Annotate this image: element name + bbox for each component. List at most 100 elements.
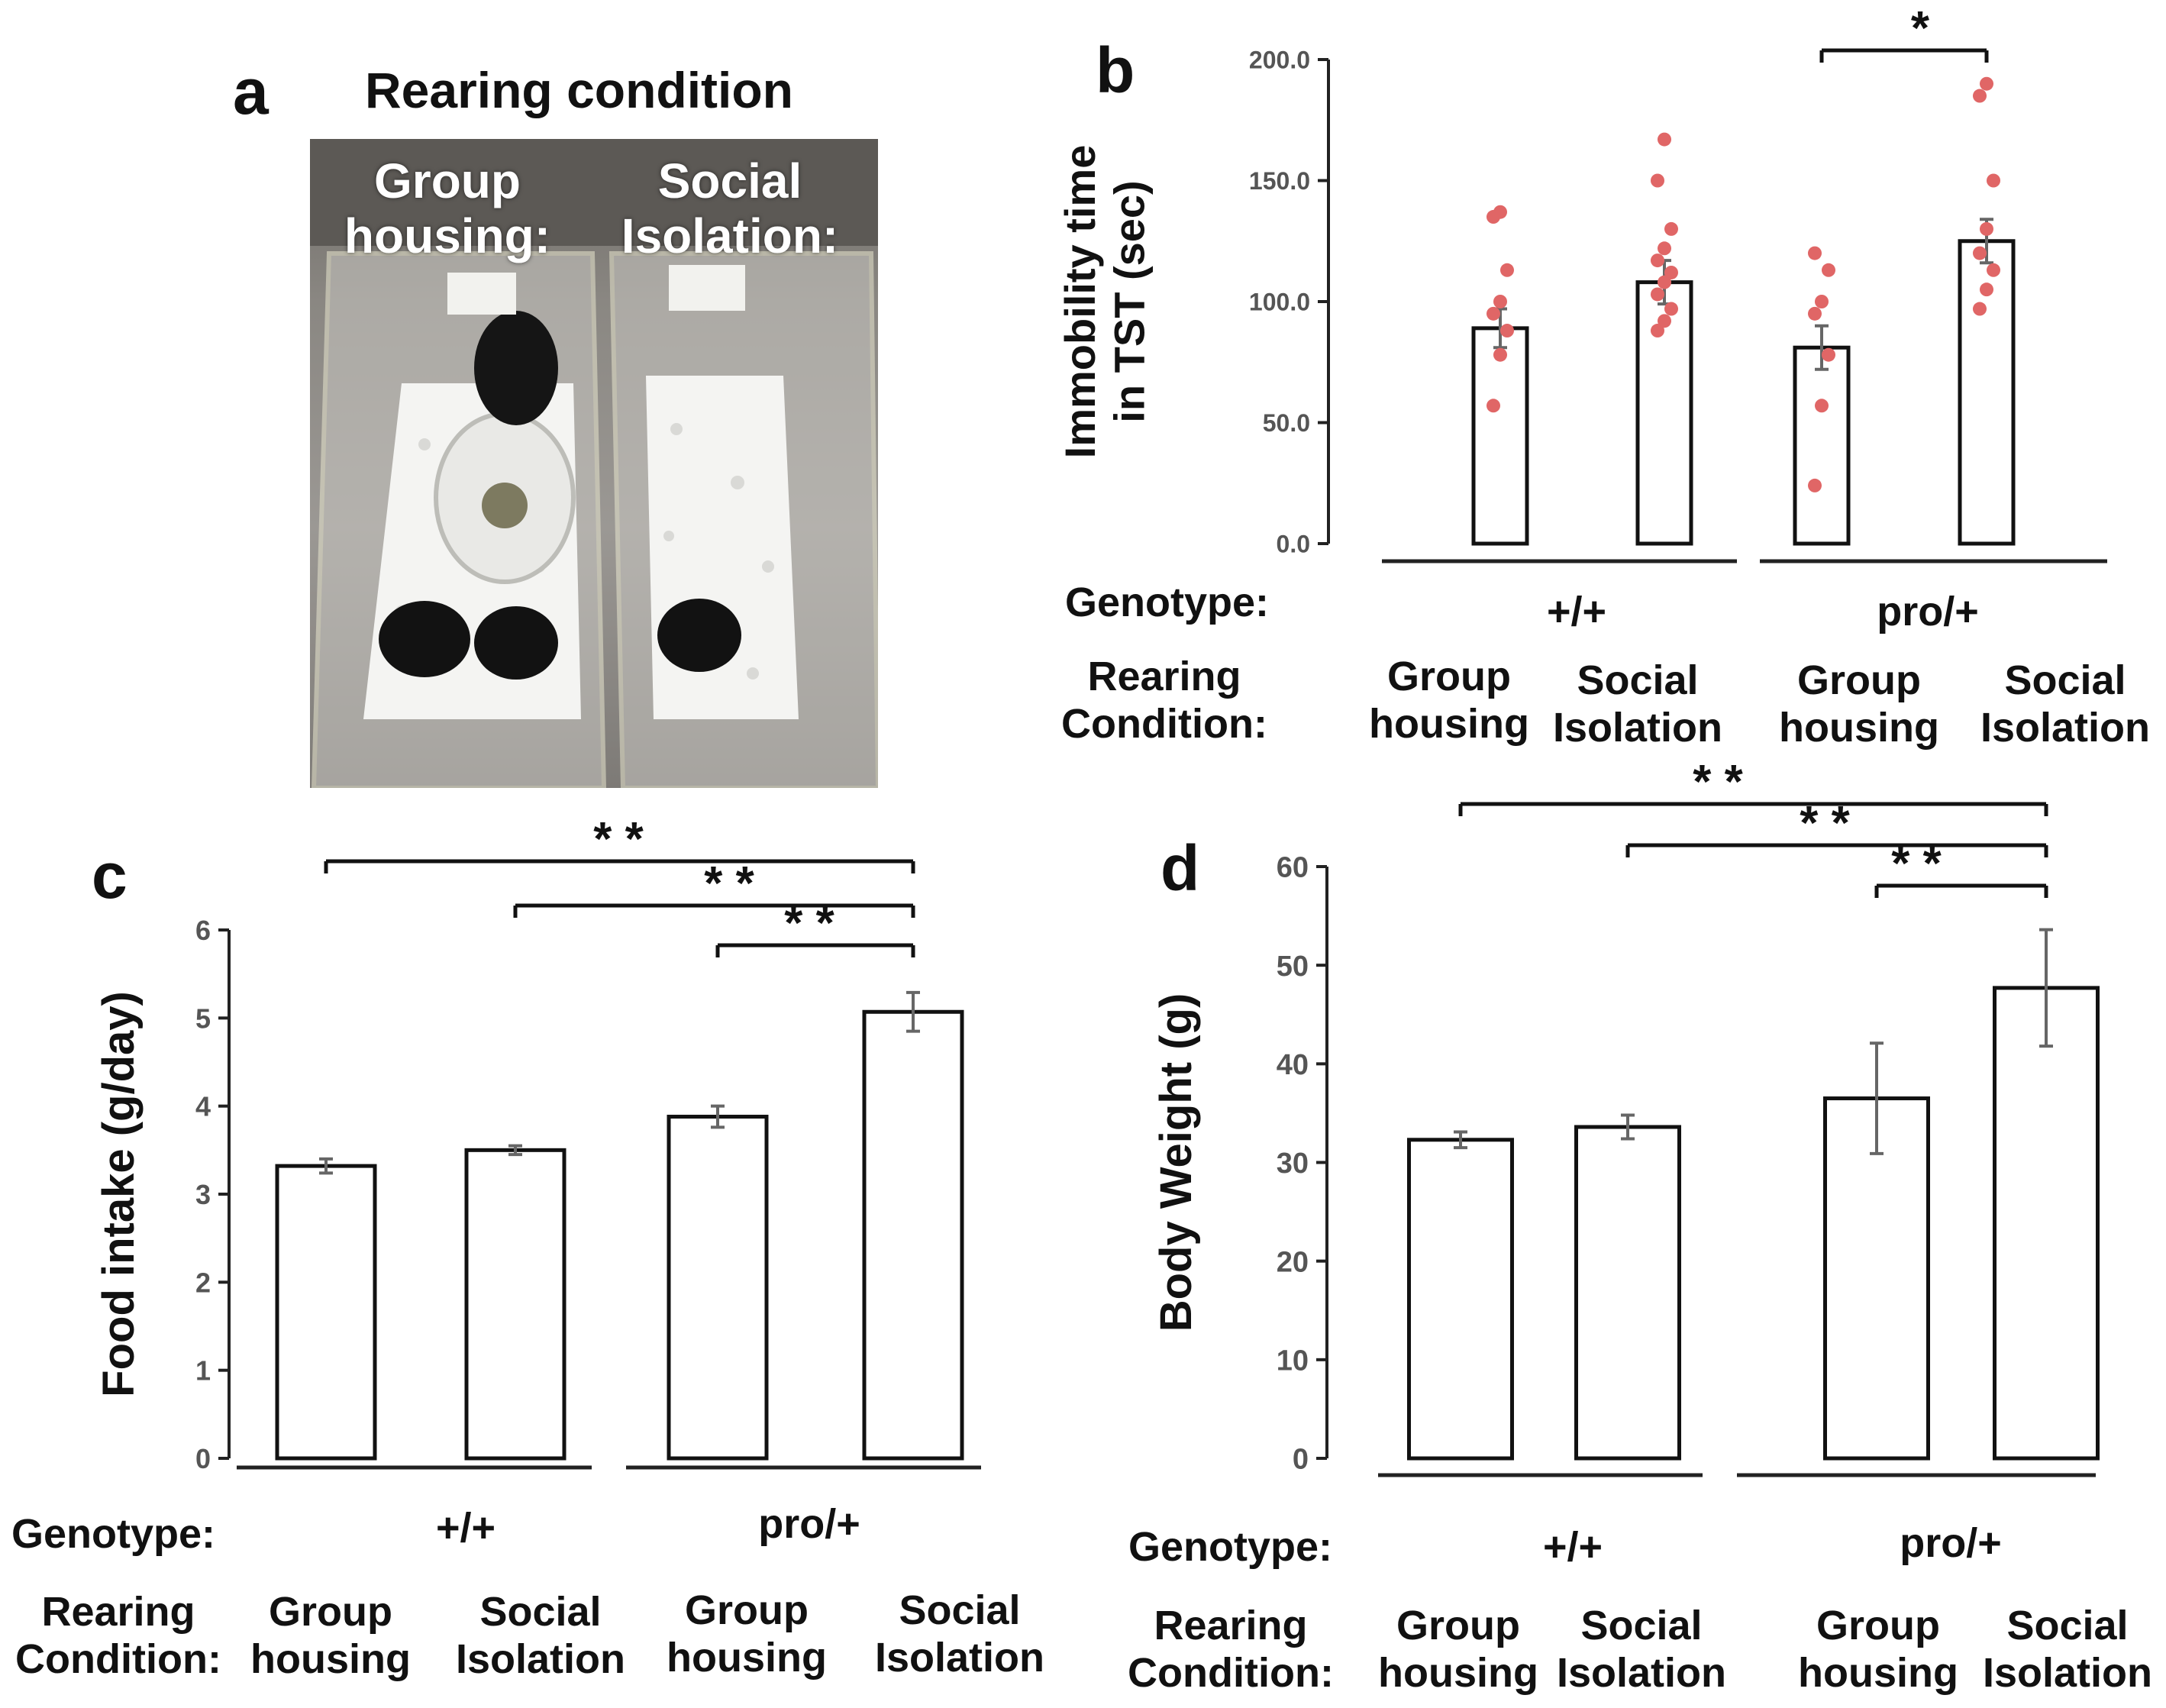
b-bar [1471, 326, 1529, 546]
c-cond-3: Social Isolation [875, 1587, 1044, 1681]
c-cond-3-line2: Isolation [874, 1635, 1045, 1681]
b-genotype-pro: pro/+ [1877, 589, 1979, 634]
b-cond-0: Group housing [1369, 653, 1529, 747]
b-data-point [1651, 287, 1664, 302]
c-rearing-label: Rearing Condition: [15, 1588, 221, 1683]
d-cond-1-line1: Social [1580, 1603, 1703, 1648]
d-y-label: Body Weight (g) [1151, 993, 1201, 1332]
c-y-tick-label: 5 [195, 1003, 211, 1034]
b-data-point [1658, 314, 1671, 328]
b-data-point [1973, 302, 1987, 316]
d-rearing-line1: Rearing [1154, 1603, 1308, 1648]
b-y-tick-label: 50.0 [1263, 409, 1310, 437]
d-y-tick-label: 10 [1277, 1345, 1309, 1377]
c-cond-0-line2: housing [250, 1636, 411, 1683]
d-bar [1407, 1138, 1514, 1461]
c-cond-2-line1: Group [685, 1587, 809, 1633]
b-genotype-label: Genotype: [1065, 580, 1270, 625]
c-y-label: Food intake (g/day) [94, 991, 144, 1397]
chart-d: 0 10 20 30 40 50 60 Body Weight (g) * * * * * * [1151, 756, 2100, 1477]
d-sig-label: * * [1891, 838, 1942, 890]
b-data-point [1658, 132, 1671, 147]
d-cond-0-line1: Group [1396, 1603, 1520, 1648]
b-data-point [1822, 263, 1835, 277]
b-data-point [1651, 324, 1664, 338]
b-sig-label: * [1911, 2, 1930, 55]
cage-photo-drawing [310, 139, 878, 788]
b-data-point [1973, 246, 1987, 260]
c-y-tick-label: 0 [195, 1443, 211, 1474]
b-data-point [1651, 173, 1664, 188]
chart-c: 0 1 2 3 4 5 6 Food intake (g/day) * * * * * * [94, 813, 981, 1474]
d-cond-2-line2: housing [1798, 1650, 1958, 1697]
b-data-point [1980, 221, 1993, 236]
b-data-point [1493, 295, 1507, 308]
c-cond-2: Group housing [667, 1587, 827, 1681]
c-cond-1: Social Isolation [456, 1588, 625, 1683]
photo-label-social-line1: Social [657, 153, 802, 208]
panel-a-title: Rearing condition [365, 62, 793, 118]
c-rearing-line1: Rearing [41, 1589, 195, 1635]
b-data-point [1500, 263, 1514, 277]
b-genotype-wt: +/+ [1546, 589, 1607, 634]
b-y-label-line2: in TST (sec) [1106, 180, 1154, 422]
d-bar [1993, 986, 2100, 1461]
d-rearing-line2: Condition: [1128, 1650, 1334, 1697]
c-y-tick-label: 1 [195, 1355, 211, 1387]
d-y-tick-label: 0 [1293, 1444, 1309, 1476]
b-cond-2-line1: Group [1797, 657, 1921, 703]
d-cond-2-line1: Group [1816, 1603, 1940, 1648]
photo-label-group-line1: Group [374, 153, 521, 208]
d-cond-3-line1: Social [2006, 1603, 2129, 1648]
cage-photo: Group housing: Social Isolation: [310, 139, 878, 788]
b-data-point [1664, 302, 1678, 316]
c-genotype-wt: +/+ [435, 1505, 496, 1551]
d-y-tick-label: 40 [1277, 1049, 1309, 1081]
b-data-point [1808, 306, 1822, 321]
b-y-label-line1: Immobility time [1056, 145, 1104, 459]
photo-label-social-isolation: Social Isolation: [592, 153, 867, 263]
photo-label-group-housing: Group housing: [318, 153, 577, 263]
panel-d-letter: d [1160, 832, 1200, 904]
b-cond-3-line2: Isolation [1980, 705, 2151, 751]
d-genotype-wt: +/+ [1542, 1524, 1603, 1570]
b-data-point [1815, 295, 1829, 308]
c-genotype-label: Genotype: [11, 1511, 216, 1557]
b-data-point [1980, 76, 1993, 91]
b-y-tick-label: 100.0 [1249, 289, 1310, 316]
b-data-point [1808, 246, 1822, 260]
b-data-point [1664, 221, 1678, 236]
b-cond-2: Group housing [1779, 657, 1939, 751]
chart-b: 0.0 50.0 100.0 150.0 200.0 Immobility timein … [1056, 2, 2107, 563]
b-cond-0-line1: Group [1387, 654, 1511, 699]
c-y-tick-label: 2 [195, 1267, 211, 1298]
b-cond-1-line1: Social [1577, 657, 1699, 703]
b-cond-3-line1: Social [2004, 657, 2126, 703]
panel-b-letter: b [1096, 34, 1135, 106]
b-rearing-line2: Condition: [1061, 701, 1267, 747]
photo-label-group-line2: housing: [344, 208, 551, 263]
b-y-tick-label: 0.0 [1277, 531, 1310, 558]
b-data-point [1815, 399, 1829, 413]
d-y-tick-label: 60 [1277, 852, 1309, 884]
d-rearing-label: Rearing Condition: [1128, 1602, 1334, 1697]
d-sig-label: * * [1693, 756, 1743, 809]
d-cond-2: Group housing [1798, 1602, 1958, 1697]
b-data-point [1664, 265, 1678, 279]
c-sig-label: * * [704, 857, 754, 910]
b-data-point [1987, 263, 2000, 277]
b-data-point [1493, 205, 1507, 219]
c-cond-2-line2: housing [667, 1635, 827, 1681]
b-rearing-label: Rearing Condition: [1061, 653, 1267, 747]
d-genotype-pro: pro/+ [1900, 1520, 2002, 1566]
c-cond-0-line1: Group [269, 1589, 392, 1635]
b-data-point [1658, 275, 1671, 289]
d-cond-3-line2: Isolation [1982, 1650, 2153, 1697]
d-sig-label: * * [1800, 797, 1850, 850]
d-bar [1574, 1125, 1681, 1461]
b-cond-1: Social Isolation [1553, 657, 1722, 751]
panel-a-letter: a [233, 56, 269, 128]
d-y-tick-label: 20 [1277, 1246, 1309, 1278]
b-y-tick-label: 200.0 [1249, 47, 1310, 74]
c-cond-1-line2: Isolation [455, 1636, 626, 1683]
